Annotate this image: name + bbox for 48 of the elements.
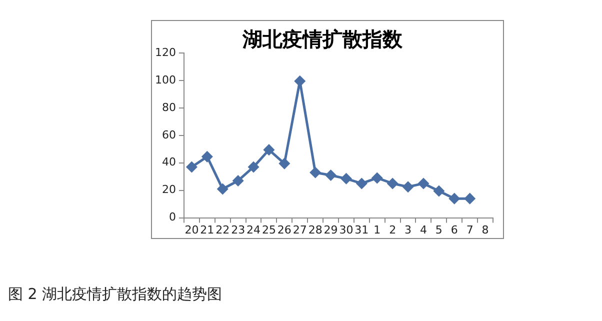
point: [434, 186, 444, 196]
point: [387, 178, 398, 189]
x-tick-label: 7: [466, 223, 474, 236]
point: [310, 167, 321, 178]
x-tick-label: 5: [435, 223, 442, 236]
y-tick-label: 40: [162, 156, 176, 169]
point: [326, 170, 336, 180]
point: [372, 172, 382, 184]
point: [279, 158, 290, 169]
caption: 图 2 湖北疫情扩散指数的趋势图: [8, 285, 222, 304]
x-tick-label: 25: [262, 223, 276, 236]
x-tick-label: 28: [308, 223, 322, 236]
point: [202, 151, 212, 162]
x-tick-label: 27: [292, 223, 307, 236]
x-tick-label: 23: [231, 223, 246, 236]
x-tick-label: 26: [277, 223, 292, 236]
x-tick-label: 24: [246, 223, 261, 236]
point: [402, 182, 414, 192]
point: [294, 76, 306, 86]
point: [186, 162, 197, 172]
x-tick-label: 31: [354, 223, 369, 236]
point: [264, 144, 274, 156]
point: [217, 184, 228, 194]
x-tick-label: 20: [184, 223, 199, 236]
x-tick-label: 8: [482, 223, 489, 236]
point: [356, 178, 367, 189]
x-tick-label: 2: [389, 223, 396, 236]
x-tick-label: 1: [374, 223, 381, 236]
y-tick-label: 100: [154, 73, 176, 86]
x-tick-label: 22: [216, 223, 230, 236]
x-tick-label: 4: [420, 223, 427, 236]
point: [232, 175, 244, 186]
y-tick-label: 0: [168, 210, 176, 224]
y-tick-label: 120: [154, 46, 176, 59]
y-tick-label: 20: [162, 183, 176, 196]
x-tick-label: 6: [450, 223, 458, 236]
point: [248, 162, 259, 172]
x-tick-label: 21: [200, 223, 214, 236]
x-tick-label: 3: [404, 223, 412, 236]
y-tick-label: 80: [162, 100, 176, 114]
y-tick-label: 60: [162, 128, 176, 142]
point: [340, 173, 352, 184]
x-tick-label: 29: [324, 223, 338, 236]
point: [449, 193, 460, 204]
point: [464, 193, 476, 204]
point: [418, 178, 429, 189]
chart-title: 湖北疫情扩散指数: [242, 27, 404, 52]
x-tick-label: 30: [339, 223, 354, 236]
